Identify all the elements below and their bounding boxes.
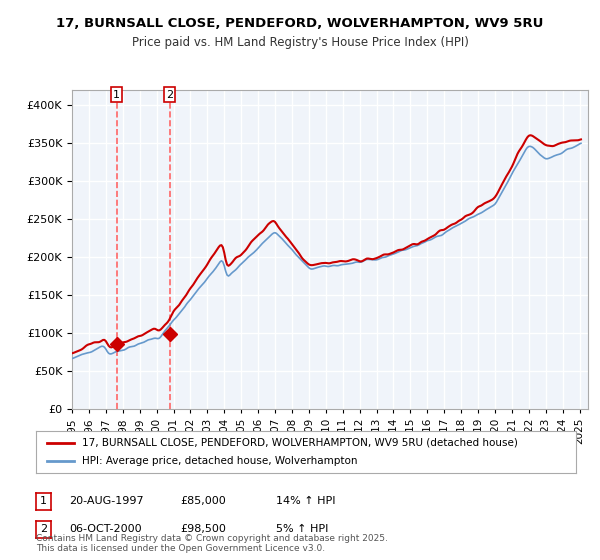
Text: 2: 2: [40, 524, 47, 534]
Text: Price paid vs. HM Land Registry's House Price Index (HPI): Price paid vs. HM Land Registry's House …: [131, 36, 469, 49]
Text: £85,000: £85,000: [180, 496, 226, 506]
Text: £98,500: £98,500: [180, 524, 226, 534]
Text: 2: 2: [166, 90, 173, 100]
Text: Contains HM Land Registry data © Crown copyright and database right 2025.
This d: Contains HM Land Registry data © Crown c…: [36, 534, 388, 553]
Text: 14% ↑ HPI: 14% ↑ HPI: [276, 496, 335, 506]
Text: 1: 1: [40, 496, 47, 506]
Text: 06-OCT-2000: 06-OCT-2000: [69, 524, 142, 534]
Text: 17, BURNSALL CLOSE, PENDEFORD, WOLVERHAMPTON, WV9 5RU: 17, BURNSALL CLOSE, PENDEFORD, WOLVERHAM…: [56, 17, 544, 30]
Text: HPI: Average price, detached house, Wolverhampton: HPI: Average price, detached house, Wolv…: [82, 456, 358, 466]
Text: 17, BURNSALL CLOSE, PENDEFORD, WOLVERHAMPTON, WV9 5RU (detached house): 17, BURNSALL CLOSE, PENDEFORD, WOLVERHAM…: [82, 438, 518, 448]
Text: 1: 1: [113, 90, 120, 100]
Text: 5% ↑ HPI: 5% ↑ HPI: [276, 524, 328, 534]
Text: 20-AUG-1997: 20-AUG-1997: [69, 496, 143, 506]
